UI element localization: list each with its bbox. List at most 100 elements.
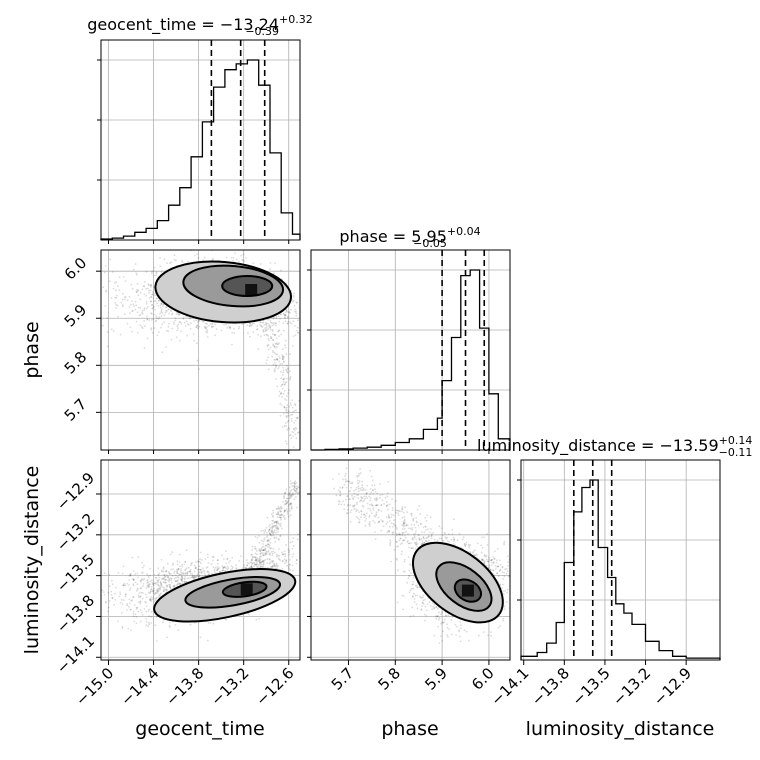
sample-point [207,324,210,327]
sample-point [271,554,274,557]
sample-point [270,550,273,553]
sample-point [132,578,135,581]
sample-point [305,325,307,327]
sample-point [290,508,293,510]
sample-point [287,368,289,371]
sample-point [288,551,290,554]
sample-point [258,535,260,537]
sample-point [183,321,186,324]
sample-point [280,385,283,387]
sample-point [157,580,159,583]
sample-point [284,381,287,384]
sample-point [293,455,295,457]
sample-point [265,536,268,539]
sample-point [296,488,298,490]
sample-point [180,571,182,574]
sample-point [241,567,244,570]
sample-point [291,323,293,325]
sample-point [128,295,131,298]
sample-point [143,347,146,349]
sample-point [284,317,287,319]
sample-point [249,566,251,569]
sample-point [154,300,157,302]
sample-point [260,565,262,568]
sample-point [137,594,140,597]
sample-point [291,485,294,488]
sample-point [148,598,151,601]
sample-point [267,543,270,546]
sample-point [263,549,266,551]
sample-point [284,518,286,521]
sample-point [292,493,295,496]
sample-point [290,495,293,498]
sample-point [272,323,275,326]
sample-point [171,327,174,330]
sample-point [254,556,257,559]
sample-point [306,320,308,322]
sample-point [370,503,373,506]
sample-point [277,329,280,332]
sample-point [223,566,226,568]
sample-point [270,560,273,562]
sample-point [265,321,267,324]
sample-point [275,316,278,318]
sample-point [267,322,269,325]
sample-point [153,305,156,308]
sample-point [145,621,148,623]
sample-point [292,435,294,438]
sample-point [197,568,199,571]
sample-point [289,569,292,571]
sample-point [294,334,297,337]
sample-point [250,565,253,568]
sample-point [168,312,171,315]
sample-point [206,553,209,556]
sample-point [297,486,300,489]
sample-point [287,504,290,507]
sample-point [182,573,185,575]
sample-point [282,515,285,518]
sample-point [145,601,148,604]
sample-point [284,339,287,342]
sample-point [271,530,274,533]
sample-point [283,425,286,427]
sample-point [285,543,287,546]
sample-point [287,392,289,394]
sample-point [289,553,291,556]
sample-point [157,587,160,590]
sample-point [155,317,158,320]
sample-point [264,548,267,550]
sample-point [115,281,118,284]
sample-point [273,521,276,523]
sample-point [289,494,292,496]
sample-point [131,330,134,333]
sample-point [191,576,194,579]
sample-point [417,524,420,527]
sample-point [141,288,144,291]
sample-point [231,343,233,346]
sample-point [285,416,288,419]
sample-point [292,484,295,487]
sample-point [257,560,260,563]
sample-point [250,559,253,561]
sample-point [149,574,152,577]
sample-point [181,577,184,580]
sample-point [289,370,291,373]
sample-point [104,305,107,307]
sample-point [292,545,295,548]
sample-point [289,514,292,517]
sample-point [282,355,284,357]
sample-point [281,560,284,563]
sample-point [285,508,288,510]
sample-point [282,371,284,374]
sample-point [122,584,125,587]
sample-point [271,532,274,535]
sample-point [193,339,196,342]
sample-point [162,590,165,593]
sample-point [282,378,285,381]
sample-point [257,563,259,566]
sample-point [181,259,183,262]
sample-point [108,585,111,588]
sample-point [151,588,153,591]
sample-point [170,579,173,582]
sample-point [283,316,286,318]
